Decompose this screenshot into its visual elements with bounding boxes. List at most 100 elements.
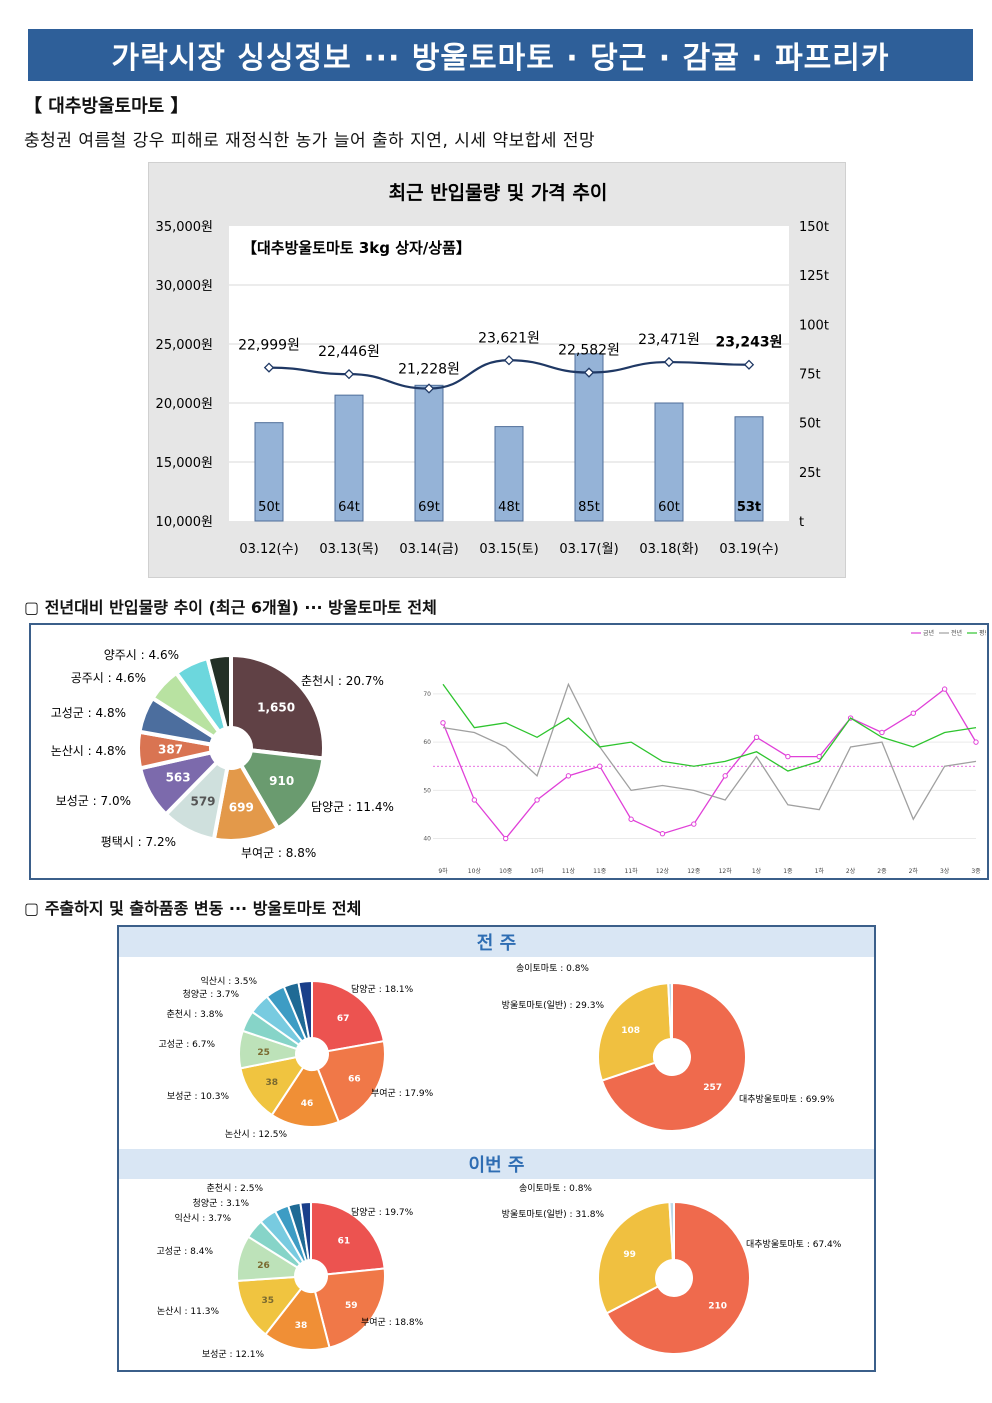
pie-category-label: 청양군 : 3.7% [183, 989, 240, 1000]
price-marker [423, 383, 435, 394]
volume-bar [334, 394, 364, 522]
pie-category-label: 논산시 : 12.5% [225, 1129, 288, 1140]
pie-value-label: 257 [703, 1083, 722, 1093]
series-marker [597, 763, 603, 769]
pie-category-label: 평택시 : 7.2% [101, 835, 176, 849]
pie-value-label: 59 [345, 1301, 358, 1311]
y-right-tick: 150t [799, 220, 829, 235]
volume-label: 48t [498, 500, 520, 515]
pie-value-label: 910 [269, 774, 294, 788]
x-tick-label: 03.15(토) [479, 542, 538, 557]
pie-category-label: 익산시 : 3.5% [201, 975, 258, 987]
x-tick: 1중 [783, 868, 793, 875]
x-tick: 11중 [593, 868, 607, 875]
section-description: 충청권 여름철 강우 피해로 재정식한 농가 늘어 출하 지연, 시세 약보합세… [24, 131, 596, 151]
pie-value-label: 26 [257, 1261, 270, 1271]
pie-category-label: 춘천시 : 20.7% [301, 673, 384, 688]
y-right-tick: 50t [799, 417, 821, 432]
pie-category-label: 공주시 : 4.6% [71, 671, 146, 685]
series-marker [910, 710, 916, 716]
y-right-tick: 75t [799, 368, 821, 383]
x-tick-label: 03.12(수) [239, 542, 298, 557]
price-marker [663, 356, 675, 368]
price-marker [743, 359, 755, 370]
pie-category-label: 담양군 : 11.4% [311, 800, 394, 814]
pie-slice [229, 652, 326, 761]
x-tick: 10하 [530, 867, 544, 875]
week-this-band: 이번 주 [119, 1149, 874, 1179]
series-marker [503, 835, 509, 842]
pie-category-label: 방울토마토(일반) : 31.8% [502, 1209, 605, 1220]
x-tick: 2하 [909, 867, 919, 875]
pie-category-label: 보성군 : 12.1% [202, 1349, 265, 1360]
pie-value-label: 61 [338, 1237, 351, 1247]
x-tick: 11하 [625, 867, 639, 875]
subtitle-volume-trend: ▢ 전년대비 반입물량 추이 (최근 6개월) ··· 방울토마토 전체 [24, 598, 437, 617]
pie-category-label: 부여군 : 8.8% [241, 846, 316, 860]
pie-slice [313, 1267, 386, 1349]
y-right-tick: t [799, 515, 804, 530]
this-week-variety-pie: 210 대추방울토마토 : 67.4% 99 방울토마토(일반) : 31.8% 송이토… [502, 1183, 842, 1355]
volume-bar [254, 422, 284, 522]
pie-category-label: 양주시 : 4.6% [104, 648, 179, 662]
price-label: 22,999원 [238, 338, 300, 354]
price-label: 23,243원 [716, 335, 783, 351]
y-left-tick: 15,000원 [156, 456, 213, 471]
pie-slice [310, 1200, 386, 1276]
origin-variety-panel: 전 주 67 담양군 : 18.1% 66 부여군 : 17.9% 46 논산시 : 12… [117, 925, 876, 1372]
page-title: 가락시장 싱싱정보 ··· 방울토마토 · 당근 · 감귤 · 파프리카 [28, 29, 973, 81]
series-marker [534, 797, 540, 803]
pie-value-label: 25 [257, 1048, 270, 1058]
volume-bar [734, 416, 764, 522]
volume-trend-panel: 1,650 춘천시 : 20.7% 910 담양군 : 11.4% 699 부여군 : 8… [29, 623, 989, 880]
volume-bar [494, 426, 524, 522]
x-tick-label: 03.17(월) [559, 542, 618, 557]
pie-category-label: 춘천시 : 3.8% [167, 1009, 224, 1020]
volume-bar [654, 402, 684, 522]
series-marker [973, 739, 979, 745]
pie-category-label: 고성군 : 4.8% [51, 706, 126, 720]
y-left-tick: 35,000원 [156, 220, 213, 235]
pie-category-label: 고성군 : 6.7% [159, 1039, 216, 1050]
origin-share-pie: 1,650 춘천시 : 20.7% 910 담양군 : 11.4% 699 부여군 : 8… [51, 648, 394, 860]
pie-value-label: 99 [623, 1250, 636, 1260]
x-tick: 9하 [438, 867, 448, 875]
pie-category-label: 부여군 : 18.8% [361, 1316, 424, 1328]
x-tick: 12상 [656, 867, 670, 875]
pie-category-label: 부여군 : 17.9% [371, 1087, 434, 1099]
pie-slice [668, 1200, 675, 1262]
y-left-tick: 30,000원 [156, 279, 213, 294]
y-tick: 50 [423, 787, 431, 794]
pie-category-label: 대추방울토마토 : 69.9% [739, 1094, 835, 1105]
pie-category-label: 익산시 : 3.7% [175, 1212, 232, 1224]
x-tick: 3중 [971, 868, 981, 875]
pie-value-label: 579 [190, 795, 215, 809]
pie-slice [605, 1200, 751, 1355]
x-tick: 2중 [877, 868, 887, 875]
pie-value-label: 699 [229, 801, 254, 815]
pie-category-label: 보성군 : 7.0% [56, 794, 131, 808]
volume-label: 85t [578, 500, 600, 515]
series-marker [691, 821, 697, 827]
y-tick: 70 [423, 691, 431, 698]
volume-label: 60t [658, 500, 680, 515]
legend-label: 전년 [951, 629, 962, 637]
series-marker [471, 797, 478, 803]
volume-label: 69t [418, 500, 440, 515]
price-label: 23,471원 [638, 332, 700, 348]
pie-category-label: 청양군 : 3.1% [193, 1198, 250, 1209]
pie-category-label: 논산시 : 4.8% [51, 744, 126, 758]
pie-value-label: 563 [166, 770, 191, 784]
pie-value-label: 1,650 [257, 701, 295, 715]
pie-slice [270, 1065, 341, 1128]
pie-value-label: 66 [348, 1075, 361, 1085]
yearly-volume-line-chart: 70 60 50 40 9하 10상 10중 10하 11상 11중 11하 12상 12중 12하 1상 1… [423, 629, 986, 875]
subtitle-origin-variety: ▢ 주출하지 및 출하품종 변동 ··· 방울토마토 전체 [24, 899, 362, 918]
y-tick: 40 [423, 836, 431, 843]
y-right-tick: 25t [799, 466, 821, 481]
y-tick: 60 [423, 739, 431, 746]
pie-value-label: 67 [337, 1014, 350, 1024]
pie-category-label: 송이토마토 : 0.8% [519, 1183, 592, 1194]
pie-slice [311, 979, 386, 1053]
